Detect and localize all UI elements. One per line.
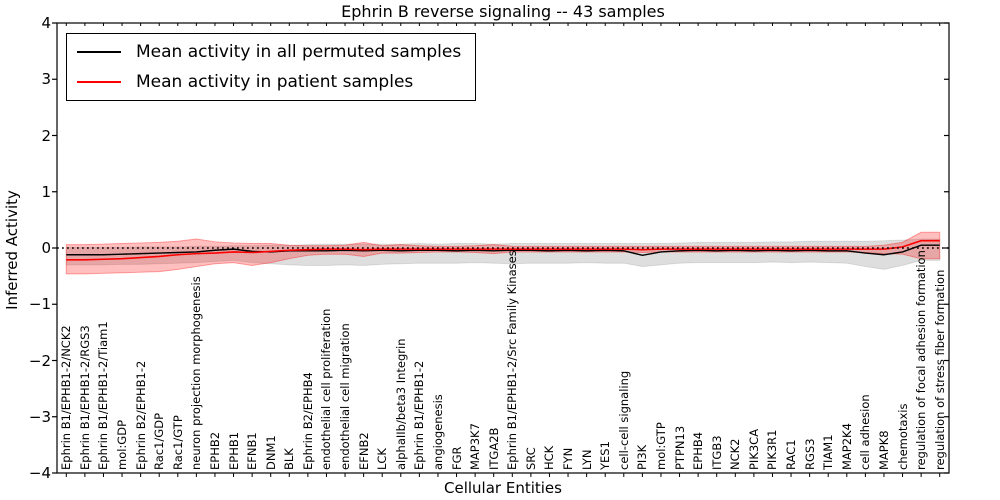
y-tick-label: −3 <box>28 407 51 426</box>
y-tick-label: −1 <box>28 295 51 314</box>
x-tick-label: EFNB2 <box>356 432 371 470</box>
x-tick-label: Ephrin B1/EPHB1-2/Src Family Kinases <box>505 250 520 470</box>
x-tick-label: PI3K <box>635 444 650 470</box>
legend-line-sample-black <box>77 51 121 53</box>
x-tick-label: DNM1 <box>263 435 278 470</box>
patient-mean-line <box>66 239 940 261</box>
x-tick-label: FYN <box>561 447 576 470</box>
x-tick-label: alphaIIb/beta3 Integrin <box>393 338 408 470</box>
y-tick-label: 0 <box>41 239 51 257</box>
x-tick-label: FGR <box>449 446 464 470</box>
x-tick-label: TIAM1 <box>821 434 836 470</box>
legend: Mean activity in all permuted samples Me… <box>66 33 477 101</box>
x-tick-label: Ephrin B1/EPHB1-2/RGS3 <box>77 325 92 470</box>
y-tick-label: −2 <box>28 351 51 370</box>
x-tick-label: SRC <box>523 447 538 470</box>
legend-line-sample-red <box>77 81 121 83</box>
x-tick-label: RGS3 <box>802 438 817 470</box>
x-tick-label: regulation of stress fiber formation <box>932 269 947 470</box>
x-tick-label: EPHB1 <box>226 431 241 470</box>
x-tick-label: NCK2 <box>728 438 743 471</box>
x-tick-label: RAC1 <box>784 439 799 470</box>
y-tick-label: 2 <box>41 126 51 145</box>
x-tick-label: Ephrin B2/EPHB4 <box>300 372 315 470</box>
x-tick-label: LCK <box>375 448 390 470</box>
x-tick-label: EFNB1 <box>245 432 260 470</box>
patient-range-band <box>65 231 941 275</box>
chart-title: Ephrin B reverse signaling -- 43 samples <box>341 2 665 21</box>
x-tick-label: chemotaxis <box>895 403 910 470</box>
x-tick-label: angiogenesis <box>430 394 445 470</box>
x-tick-label: ITGB3 <box>709 435 724 470</box>
x-tick-label: cell-cell signaling <box>616 370 631 470</box>
x-tick-label: ITGA2B <box>486 427 501 470</box>
x-tick-label: mol:GTP <box>653 422 668 470</box>
x-tick-label: regulation of focal adhesion formation <box>914 250 929 470</box>
x-tick-label: Rac1/GDP <box>152 412 167 470</box>
permuted-range-band <box>65 238 941 270</box>
x-tick-label: Ephrin B1/EPHB1-2/NCK2 <box>59 325 74 470</box>
x-tick-label: PTPN13 <box>672 425 687 470</box>
x-tick-label: Ephrin B1/EPHB1-2/Tiam1 <box>96 321 111 470</box>
x-tick-label: endothelial cell proliferation <box>319 308 334 470</box>
x-tick-label: YES1 <box>598 441 613 470</box>
x-tick-label: EPHB4 <box>691 431 706 470</box>
x-tick-label: EPHB2 <box>207 431 222 470</box>
x-tick-label: neuron projection morphogenesis <box>189 276 204 470</box>
y-tick-label: −4 <box>28 464 51 482</box>
x-tick-label: cell adhesion <box>858 394 873 470</box>
x-tick-label: HCK <box>542 445 557 470</box>
x-tick-label: LYN <box>579 449 594 470</box>
x-tick-label: Ephrin B1/EPHB1-2 <box>412 360 427 470</box>
x-tick-label: endothelial cell migration <box>338 323 353 470</box>
x-tick-label: MAPK8 <box>876 430 891 470</box>
y-tick-label: 1 <box>41 182 51 201</box>
x-tick-label: MAP2K4 <box>839 423 854 470</box>
legend-item-patient: Mean activity in patient samples <box>77 70 461 94</box>
y-tick-label: 3 <box>41 70 51 89</box>
x-tick-label: PIK3CA <box>746 428 761 470</box>
x-axis-title: Cellular Entities <box>444 479 562 497</box>
x-tick-label: BLK <box>282 448 297 470</box>
legend-label-patient: Mean activity in patient samples <box>136 72 414 92</box>
x-tick-label: mol:GDP <box>115 419 130 470</box>
axis-frame <box>56 22 950 474</box>
legend-label-permuted: Mean activity in all permuted samples <box>136 42 462 62</box>
permuted-mean-line <box>66 244 940 257</box>
y-tick-label: 4 <box>41 14 51 32</box>
legend-item-permuted: Mean activity in all permuted samples <box>77 40 461 64</box>
x-tick-label: Ephrin B2/EPHB1-2 <box>133 360 148 470</box>
x-tick-label: MAP3K7 <box>468 423 483 470</box>
x-tick-label: Rac1/GTP <box>170 415 185 470</box>
x-tick-label: PIK3R1 <box>765 429 780 471</box>
